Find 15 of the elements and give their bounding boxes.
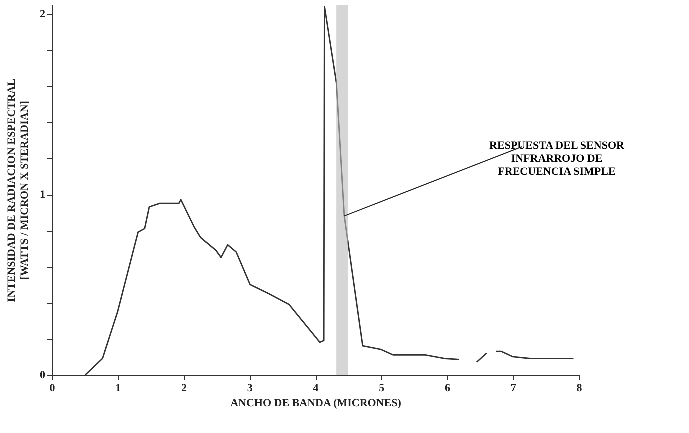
y-tick-label: 0: [40, 370, 46, 382]
x-tick-label: 4: [313, 382, 320, 394]
x-tick-label: 0: [50, 382, 56, 394]
x-tick-label: 8: [576, 382, 583, 394]
x-tick-label: 6: [445, 382, 451, 394]
x-tick-label: 5: [379, 382, 386, 394]
x-tick-label: 3: [247, 382, 254, 394]
x-axis-title: ANCHO DE BANDA (MICRONES): [230, 398, 402, 410]
y-tick-label: 1: [40, 189, 46, 202]
x-tick-label: 7: [510, 382, 517, 394]
y-axis-title: INTENSIDAD DE RADIACION ESPECTRAL [WATTS / MICRON X STERADIAN]: [6, 78, 31, 302]
x-tick-label: 1: [116, 382, 122, 394]
x-tick-label: 2: [182, 382, 188, 394]
y-tick-label: 2: [40, 8, 46, 21]
annotation: RESPUESTA DEL SENSOR INFRARROJO DE FRECUENCIA SIMPLE: [490, 140, 626, 178]
